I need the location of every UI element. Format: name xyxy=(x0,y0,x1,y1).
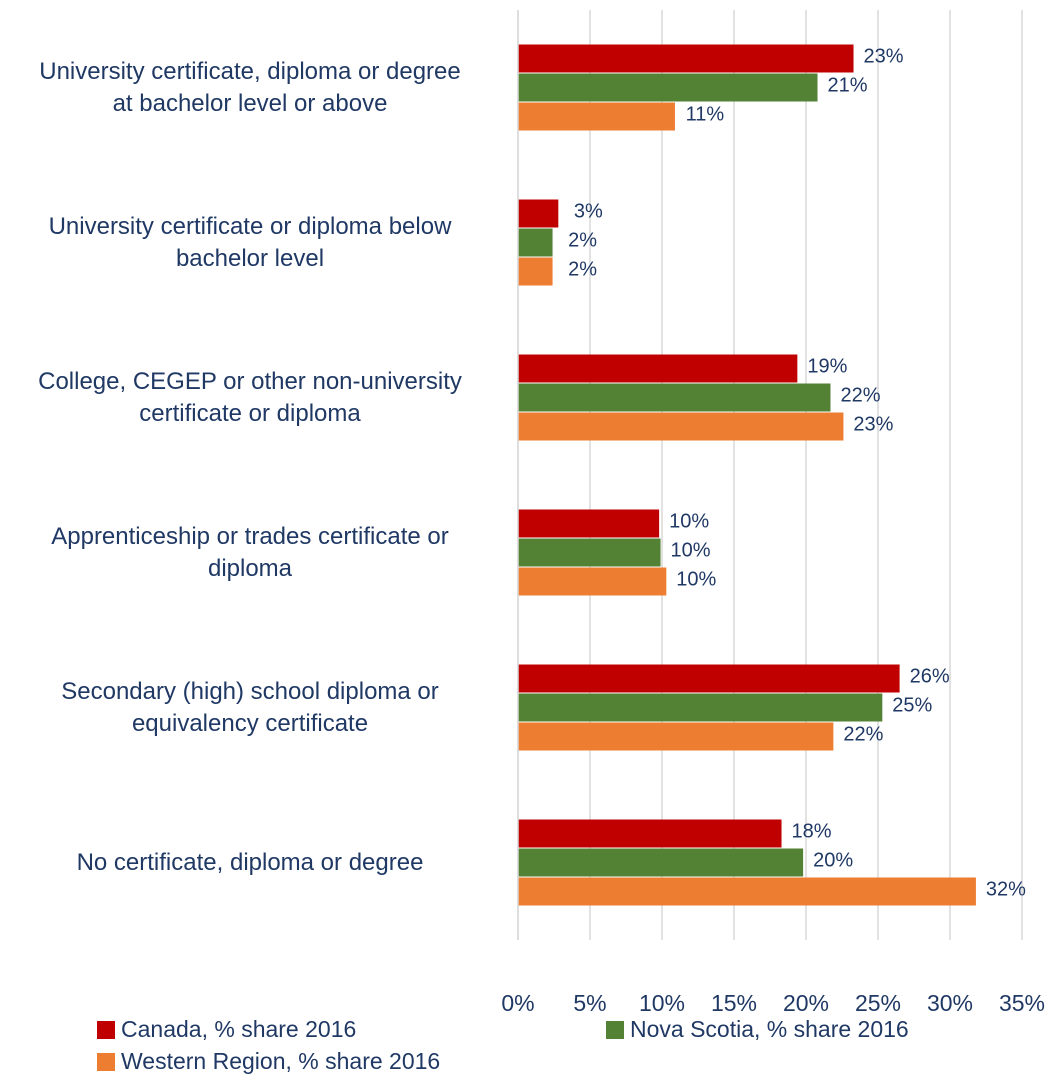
bar xyxy=(518,354,798,383)
category-label: College, CEGEP or other non-university c… xyxy=(38,367,462,427)
data-label: 23% xyxy=(864,45,904,67)
data-label: 25% xyxy=(892,694,932,716)
bar xyxy=(518,383,831,412)
data-label: 10% xyxy=(676,568,716,590)
x-tick-label: 5% xyxy=(573,990,606,1016)
category-label: No certificate, diploma or degree xyxy=(76,848,424,876)
bar xyxy=(518,199,559,228)
x-tick-label: 25% xyxy=(855,990,901,1016)
data-label: 20% xyxy=(813,849,853,871)
data-label: 22% xyxy=(840,384,880,406)
bar xyxy=(518,412,844,441)
data-label: 32% xyxy=(986,878,1026,900)
data-label: 23% xyxy=(853,413,893,435)
bar xyxy=(518,877,976,906)
data-label: 26% xyxy=(910,665,950,687)
x-tick-label: 0% xyxy=(501,990,534,1016)
legend-label: Nova Scotia, % share 2016 xyxy=(630,1016,909,1042)
bar xyxy=(518,509,660,538)
legend-label: Canada, % share 2016 xyxy=(121,1016,357,1042)
data-label: 10% xyxy=(669,510,709,532)
data-label: 2% xyxy=(568,229,597,251)
legend-label: Western Region, % share 2016 xyxy=(121,1048,441,1074)
category-label: Apprenticeship or trades certificate or … xyxy=(51,522,449,582)
data-label: 11% xyxy=(686,103,725,125)
bar xyxy=(518,722,834,751)
bar xyxy=(518,73,818,102)
legend-item: Western Region, % share 2016 xyxy=(97,1048,440,1075)
data-label: 19% xyxy=(807,355,847,377)
legend-swatch xyxy=(606,1020,624,1039)
category-label: University certificate or diploma below … xyxy=(48,212,452,272)
bar xyxy=(518,848,804,877)
bar xyxy=(518,44,854,73)
bar xyxy=(518,257,553,286)
x-tick-label: 10% xyxy=(639,990,685,1016)
bar xyxy=(518,102,675,131)
data-label: 2% xyxy=(568,258,597,280)
bar xyxy=(518,819,782,848)
bar xyxy=(518,538,661,567)
x-tick-label: 30% xyxy=(927,990,973,1016)
legend-item: Canada, % share 2016 xyxy=(97,1016,356,1043)
category-label: Secondary (high) school diploma or equiv… xyxy=(61,677,439,737)
data-label: 3% xyxy=(574,200,603,222)
legend-swatch xyxy=(97,1020,115,1039)
x-tick-label: 35% xyxy=(999,990,1045,1016)
data-label: 22% xyxy=(843,723,883,745)
bar xyxy=(518,228,553,257)
bar xyxy=(518,664,900,693)
x-tick-label: 15% xyxy=(711,990,757,1016)
category-label: University certificate, diploma or degre… xyxy=(39,57,461,117)
data-label: 21% xyxy=(828,74,868,96)
legend-item: Nova Scotia, % share 2016 xyxy=(606,1016,909,1043)
legend-swatch xyxy=(97,1052,115,1071)
data-label: 18% xyxy=(792,820,832,842)
bar xyxy=(518,567,667,596)
x-tick-label: 20% xyxy=(783,990,829,1016)
bar xyxy=(518,693,883,722)
data-label: 10% xyxy=(671,539,711,561)
